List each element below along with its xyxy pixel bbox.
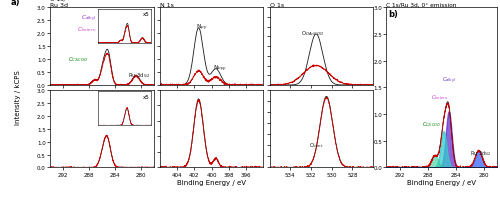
Text: O 1s: O 1s (270, 3, 283, 8)
Text: $C_{hetero}$: $C_{hetero}$ (77, 25, 96, 34)
Text: N$_{py}$: N$_{py}$ (196, 23, 207, 33)
Text: Ru 3d$_{5/2}$: Ru 3d$_{5/2}$ (470, 149, 491, 157)
Text: N 1s: N 1s (160, 3, 173, 8)
Text: C 1s/
Ru 3d: C 1s/ Ru 3d (50, 0, 68, 8)
X-axis label: Binding Energy / eV: Binding Energy / eV (177, 180, 246, 185)
Text: b): b) (388, 10, 398, 19)
Text: O$_{cont}$: O$_{cont}$ (309, 141, 324, 149)
Text: O$_{OAc/COO}$: O$_{OAc/COO}$ (300, 29, 324, 38)
Text: N$_{bpy}$: N$_{bpy}$ (214, 64, 228, 74)
Text: $C_{alkyl}$: $C_{alkyl}$ (442, 75, 456, 85)
Text: Ru 3d$_{5/2}$: Ru 3d$_{5/2}$ (128, 72, 150, 80)
X-axis label: Binding Energy / eV: Binding Energy / eV (408, 180, 476, 185)
Text: C 1s/Ru 3d, 0° emission: C 1s/Ru 3d, 0° emission (386, 3, 456, 8)
Text: $C_{C2/COO}$: $C_{C2/COO}$ (422, 120, 441, 128)
Text: $C_{C2/COO}$: $C_{C2/COO}$ (68, 56, 88, 64)
Text: Intensity / kCPS: Intensity / kCPS (15, 70, 21, 124)
Text: $C_{alkyl}$: $C_{alkyl}$ (81, 13, 97, 24)
Text: $C_{hetero}$: $C_{hetero}$ (430, 93, 448, 101)
Text: a): a) (10, 0, 20, 6)
